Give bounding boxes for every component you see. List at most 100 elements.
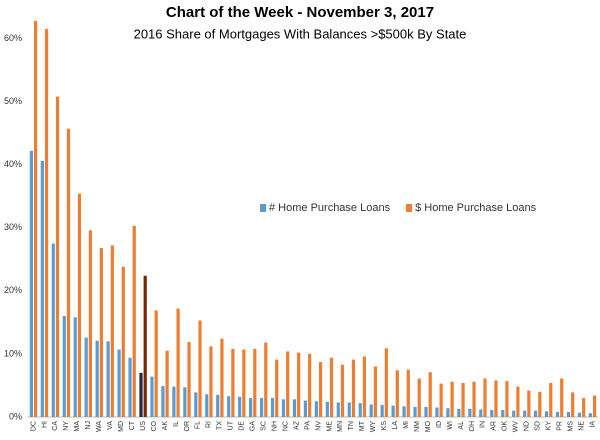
x-tick-label: PR xyxy=(556,421,563,431)
x-tick-label: DC xyxy=(30,421,37,431)
x-tick-label: MN xyxy=(337,421,344,432)
x-tick-label: CA xyxy=(52,421,59,431)
bar xyxy=(292,399,297,417)
bar xyxy=(479,409,483,417)
x-tick-label: NY xyxy=(63,421,70,431)
bar xyxy=(457,408,461,417)
x-tick-label: RI xyxy=(206,421,213,428)
legend-swatch xyxy=(260,204,266,212)
x-tick-label: AL xyxy=(458,421,465,430)
bar xyxy=(461,382,465,417)
bar xyxy=(566,411,571,417)
x-tick-label: MS xyxy=(567,421,574,432)
bar xyxy=(154,310,158,417)
bar xyxy=(44,29,49,417)
bar xyxy=(314,401,318,417)
bar xyxy=(231,348,235,417)
bar xyxy=(270,398,275,417)
bar xyxy=(402,406,406,417)
bar xyxy=(165,350,169,417)
bar xyxy=(106,341,110,417)
bar xyxy=(51,243,55,417)
bar xyxy=(308,353,312,417)
bar xyxy=(66,128,71,417)
bar xyxy=(472,381,476,417)
y-tick-label: 40% xyxy=(4,159,22,169)
bar xyxy=(318,362,323,417)
bar xyxy=(468,408,472,417)
x-tick-label: MD xyxy=(118,421,125,432)
bar xyxy=(571,392,575,417)
bar xyxy=(446,408,450,417)
bar xyxy=(143,275,147,417)
bar xyxy=(84,337,88,417)
bar xyxy=(406,369,410,417)
bar xyxy=(362,356,367,417)
x-tick-label: OR xyxy=(184,421,191,432)
bar xyxy=(380,405,384,417)
x-tick-label: AZ xyxy=(293,420,300,430)
x-tick-label: WA xyxy=(96,421,103,432)
bar xyxy=(428,372,432,417)
bar xyxy=(73,317,77,417)
bar xyxy=(413,406,417,417)
bar xyxy=(384,348,388,417)
x-tick-label: AR xyxy=(491,421,498,431)
x-tick-label: ME xyxy=(326,421,333,432)
x-tick-label: HI xyxy=(41,421,48,428)
x-tick-label: AK xyxy=(162,421,169,431)
x-tick-label: US xyxy=(140,421,147,431)
x-tick-label: GA xyxy=(250,421,257,431)
bar xyxy=(77,193,82,417)
bar xyxy=(55,96,60,418)
bar xyxy=(297,352,301,417)
bar xyxy=(516,386,520,417)
bar xyxy=(150,376,154,417)
x-tick-label: WV xyxy=(513,421,520,433)
bar xyxy=(242,349,246,417)
bar xyxy=(238,396,242,417)
bar xyxy=(132,225,136,417)
bar xyxy=(512,410,516,417)
bar xyxy=(253,348,257,417)
chart-title: Chart of the Week - November 3, 2017 xyxy=(166,4,434,21)
x-tick-label: ND xyxy=(524,421,531,431)
bar xyxy=(264,342,268,417)
bar xyxy=(33,20,38,417)
x-tick-label: SD xyxy=(535,421,542,431)
x-tick-label: KS xyxy=(381,421,388,431)
x-tick-label: NH xyxy=(271,421,278,431)
x-tick-label: MA xyxy=(74,421,81,432)
x-tick-label: VA xyxy=(107,421,114,430)
bar xyxy=(117,349,121,417)
x-tick-label: WI xyxy=(447,421,454,430)
x-tick-label: UT xyxy=(228,420,235,430)
bar xyxy=(494,380,498,417)
y-tick-label: 50% xyxy=(4,96,22,106)
bar xyxy=(183,387,187,417)
bar xyxy=(172,386,176,417)
x-tick-label: OK xyxy=(502,421,509,431)
x-tick-label: LA xyxy=(392,421,399,430)
bar xyxy=(216,394,220,417)
x-tick-label: ID xyxy=(436,421,443,428)
bar xyxy=(544,411,549,417)
bar xyxy=(336,402,340,417)
x-tick-label: TX xyxy=(217,421,224,430)
bar xyxy=(88,230,92,417)
x-tick-label: MO xyxy=(425,420,432,432)
bar xyxy=(281,399,286,417)
bar xyxy=(249,398,253,417)
bar xyxy=(325,401,329,417)
bar xyxy=(490,410,494,417)
x-tick-label: IA xyxy=(589,421,596,428)
x-tick-label: CO xyxy=(151,420,158,431)
bar xyxy=(395,370,399,417)
bar xyxy=(128,357,132,417)
y-tick-label: 30% xyxy=(4,222,22,232)
bar xyxy=(435,407,439,417)
bar xyxy=(303,400,308,417)
bar xyxy=(439,383,443,417)
x-tick-label: MT xyxy=(359,420,366,431)
bar xyxy=(187,341,191,417)
